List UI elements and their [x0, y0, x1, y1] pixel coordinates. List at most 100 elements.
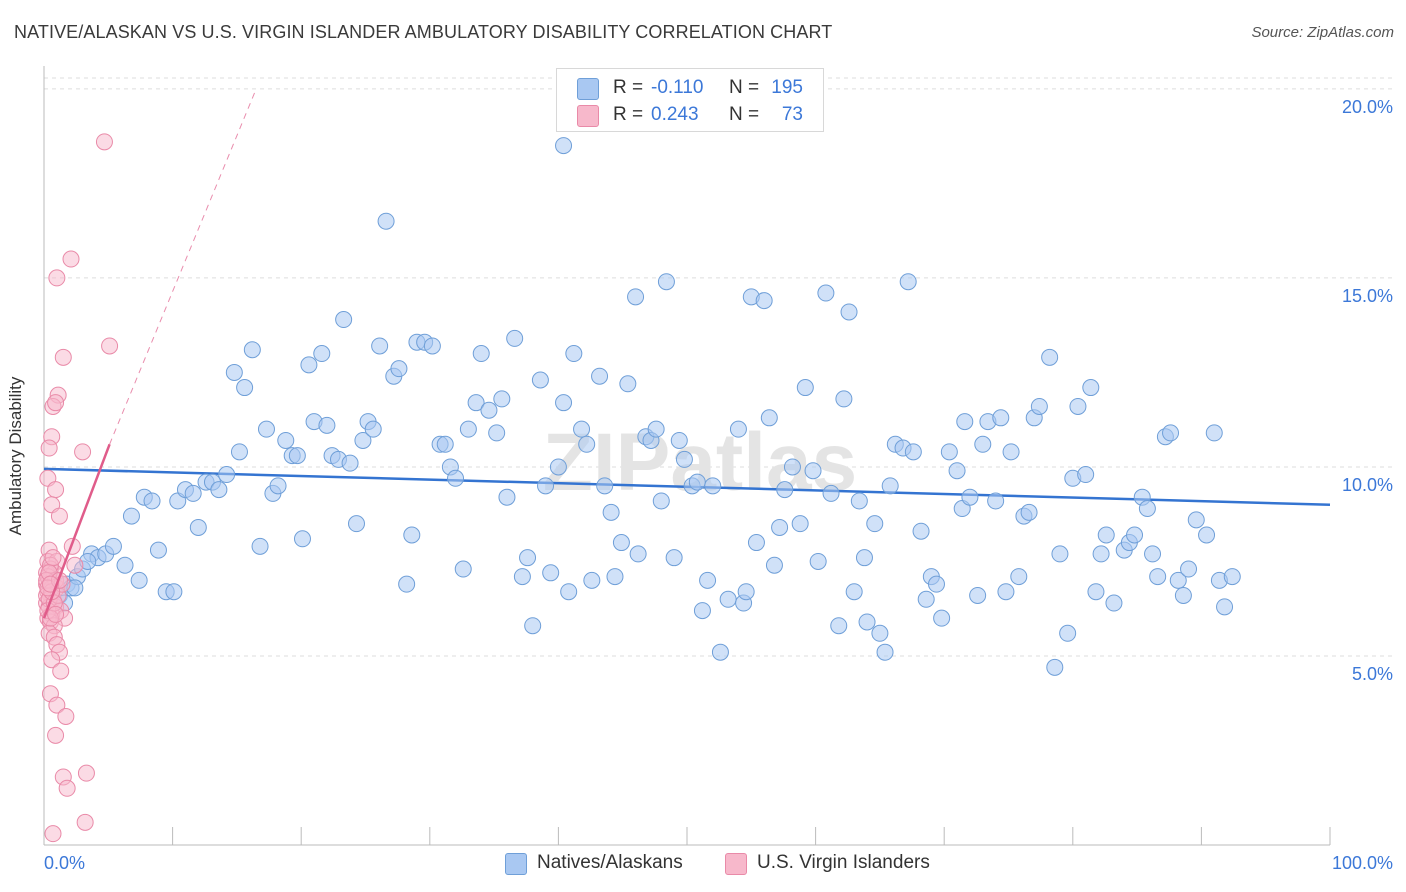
watermark: ZIPatlas [543, 417, 857, 508]
legend-swatch-pink [577, 105, 599, 127]
point-natives [760, 409, 778, 427]
point-natives [835, 390, 853, 408]
legend-r-value: -0.110 [651, 77, 704, 98]
point-virgin-islanders [57, 707, 75, 725]
point-natives [371, 337, 389, 355]
point-natives [747, 534, 765, 552]
point-natives [652, 492, 670, 510]
point-natives [565, 345, 583, 363]
point-natives [398, 575, 416, 593]
point-natives [1041, 348, 1059, 366]
legend-label: Natives/Alaskans [537, 852, 683, 873]
point-virgin-islanders [101, 337, 119, 355]
point-natives [866, 515, 884, 533]
point-natives [1149, 568, 1167, 586]
data-points [38, 133, 1241, 843]
point-natives [149, 541, 167, 559]
y-tick-label: 15.0% [1342, 286, 1393, 306]
point-natives [555, 394, 573, 412]
point-natives [210, 481, 228, 499]
point-virgin-islanders [54, 348, 72, 366]
point-natives [765, 556, 783, 574]
point-virgin-islanders [43, 651, 61, 669]
point-natives [498, 488, 516, 506]
point-natives [257, 420, 275, 438]
point-natives [948, 462, 966, 480]
point-natives [693, 602, 711, 620]
point-natives [347, 515, 365, 533]
point-natives [293, 530, 311, 548]
point-natives [783, 458, 801, 476]
point-natives [1010, 568, 1028, 586]
point-natives [1082, 379, 1100, 397]
point-natives [377, 212, 395, 230]
point-natives [961, 488, 979, 506]
x-tick-label: 100.0% [1332, 853, 1393, 873]
point-natives [236, 379, 254, 397]
point-natives [1169, 571, 1187, 589]
point-virgin-islanders [47, 481, 65, 499]
y-tick-label: 5.0% [1352, 664, 1393, 684]
point-natives [822, 484, 840, 502]
legend-swatch-pink [725, 853, 747, 875]
point-natives [629, 545, 647, 563]
point-natives [104, 537, 122, 555]
point-virgin-islanders [47, 605, 65, 623]
point-virgin-islanders [58, 779, 76, 797]
point-natives [519, 549, 537, 567]
trend-line-virgin-islanders [42, 88, 257, 619]
point-natives [480, 401, 498, 419]
point-natives [130, 571, 148, 589]
point-natives [184, 484, 202, 502]
x-tick-label: 0.0% [44, 853, 85, 873]
point-natives [467, 394, 485, 412]
point-natives [1223, 568, 1241, 586]
source-note: Source: ZipAtlas.com [1251, 24, 1394, 41]
point-natives [122, 507, 140, 525]
point-natives [341, 454, 359, 472]
point-natives [606, 568, 624, 586]
point-natives [1216, 598, 1234, 616]
point-virgin-islanders [44, 825, 62, 843]
point-natives [591, 367, 609, 385]
point-natives [506, 329, 524, 347]
legend-swatch-blue [505, 853, 527, 875]
point-natives [269, 477, 287, 495]
point-natives [251, 537, 269, 555]
point-virgin-islanders [95, 133, 113, 151]
point-natives [1187, 511, 1205, 529]
point-natives [1059, 624, 1077, 642]
point-virgin-islanders [66, 556, 84, 574]
point-natives [917, 590, 935, 608]
point-natives [230, 443, 248, 461]
point-natives [858, 613, 876, 631]
point-natives [364, 420, 382, 438]
legend: R = -0.110 N = 195 R = 0.243 N = 73 [556, 68, 824, 132]
point-natives [627, 288, 645, 306]
point-natives [354, 431, 372, 449]
point-natives [1020, 503, 1038, 521]
y-tick-label: 10.0% [1342, 475, 1393, 495]
point-natives [612, 534, 630, 552]
point-natives [277, 431, 295, 449]
point-natives [488, 424, 506, 442]
point-natives [218, 466, 236, 484]
point-natives [390, 360, 408, 378]
point-natives [840, 303, 858, 321]
point-natives [578, 435, 596, 453]
point-natives [423, 337, 441, 355]
point-natives [830, 617, 848, 635]
legend-label: U.S. Virgin Islanders [757, 852, 930, 873]
point-natives [454, 560, 472, 578]
point-natives [493, 390, 511, 408]
point-natives [447, 469, 465, 487]
point-natives [583, 571, 601, 589]
point-natives [1138, 500, 1156, 518]
point-natives [997, 583, 1015, 601]
point-natives [876, 643, 894, 661]
axes [43, 66, 1331, 846]
point-natives [647, 420, 665, 438]
point-natives [804, 462, 822, 480]
trend-line-pink-extension [109, 88, 257, 445]
point-natives [729, 420, 747, 438]
